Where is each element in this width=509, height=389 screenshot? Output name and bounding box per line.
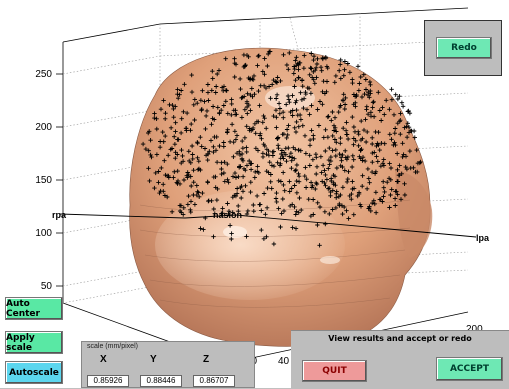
- quit-button[interactable]: QUIT: [302, 360, 367, 382]
- scale-z-label: Z: [203, 354, 209, 365]
- scale-y-label: Y: [150, 354, 157, 365]
- y-tick-150: 150: [35, 175, 52, 186]
- scale-panel: scale (mm/pixel) X Y Z 0.85926 0.88446 0…: [81, 341, 255, 388]
- accept-panel: View results and accept or redo QUIT ACC…: [291, 330, 509, 389]
- accept-panel-title: View results and accept or redo: [291, 334, 509, 343]
- fiducial-nasion-label: nasion: [213, 210, 242, 220]
- x-tick-40: 40: [278, 356, 290, 367]
- scale-panel-title: scale (mm/pixel): [87, 343, 138, 350]
- y-tick-100: 100: [35, 228, 52, 239]
- accept-button[interactable]: ACCEPT: [436, 357, 503, 381]
- fiducial-rpa-label: rpa: [52, 210, 67, 220]
- fiducial-lpa-label: lpa: [476, 233, 490, 243]
- auto-center-button[interactable]: Auto Center: [5, 297, 63, 320]
- scale-y-field[interactable]: 0.88446: [140, 375, 182, 387]
- scale-x-label: X: [100, 354, 107, 365]
- y-tick-200: 200: [35, 122, 52, 133]
- apply-scale-button[interactable]: Apply scale: [5, 331, 63, 354]
- scale-z-field[interactable]: 0.86707: [193, 375, 235, 387]
- scale-x-field[interactable]: 0.85926: [87, 375, 129, 387]
- redo-button[interactable]: Redo: [436, 37, 492, 59]
- y-tick-50: 50: [41, 281, 53, 292]
- autoscale-button[interactable]: Autoscale: [5, 361, 63, 384]
- head-surface: [130, 48, 433, 346]
- y-tick-250: 250: [35, 69, 52, 80]
